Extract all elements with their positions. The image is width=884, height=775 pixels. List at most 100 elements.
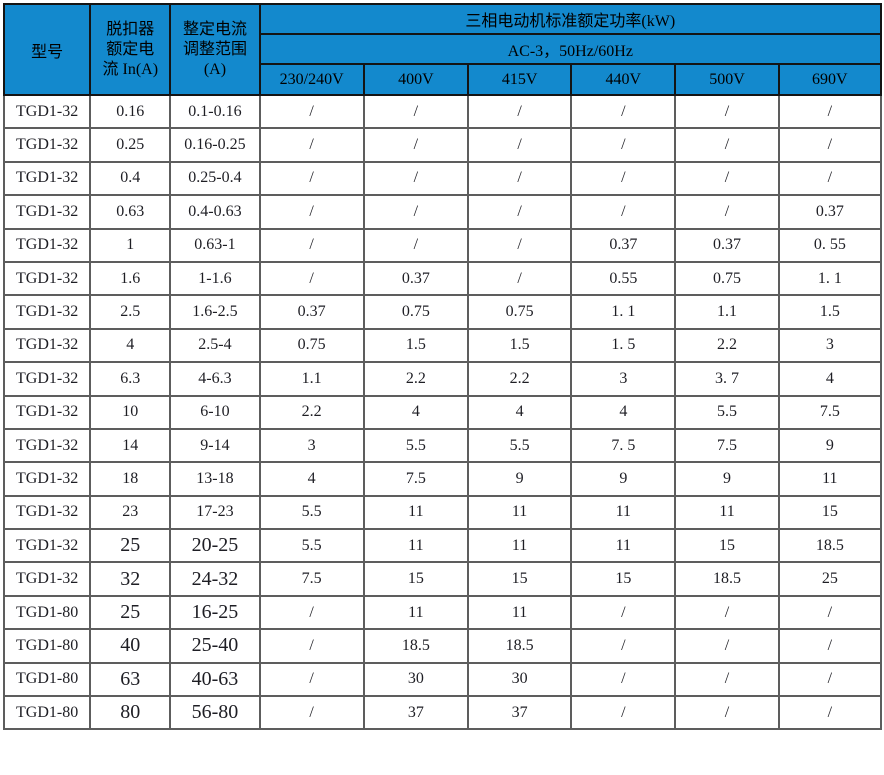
power-690v-cell: 4 bbox=[777, 361, 883, 397]
power-690v-cell: 11 bbox=[777, 461, 883, 497]
power-230-240v-cell: / bbox=[258, 661, 365, 698]
header-voltage-500v: 500V bbox=[674, 63, 780, 96]
range-cell: 6-10 bbox=[169, 394, 261, 430]
power-415v-cell: 11 bbox=[466, 528, 573, 564]
power-440v-cell: 11 bbox=[570, 494, 677, 531]
power-400v-cell: 11 bbox=[362, 494, 469, 531]
model-cell: TGD1-32 bbox=[2, 494, 92, 531]
table-row: TGD1-32 23 17-23 5.5 11 11 11 11 15 bbox=[2, 494, 883, 531]
power-690v-cell: / bbox=[777, 661, 883, 698]
model-cell: TGD1-32 bbox=[2, 394, 92, 430]
header-voltage-230-240v: 230/240V bbox=[258, 63, 365, 96]
range-cell: 0.1-0.16 bbox=[169, 93, 261, 130]
range-cell: 2.5-4 bbox=[169, 327, 261, 364]
table-row: TGD1-32 1 0.63-1///0.37 0.37 0. 55 bbox=[2, 227, 883, 263]
trip-current-cell: 14 bbox=[89, 427, 172, 464]
trip-current-cell: 0.25 bbox=[89, 127, 172, 163]
range-cell: 17-23 bbox=[169, 494, 261, 531]
power-690v-cell: / bbox=[777, 127, 883, 163]
power-400v-cell: 0.37 bbox=[362, 260, 469, 297]
trip-current-cell: 10 bbox=[89, 394, 172, 430]
power-440v-cell: 15 bbox=[570, 561, 677, 597]
power-690v-cell: 25 bbox=[777, 561, 883, 597]
model-cell: TGD1-80 bbox=[2, 628, 92, 664]
power-500v-cell: / bbox=[674, 695, 780, 731]
power-500v-cell: 11 bbox=[674, 494, 780, 531]
range-cell: 0.4-0.63 bbox=[169, 194, 261, 230]
power-400v-cell: 30 bbox=[362, 661, 469, 698]
range-cell: 9-14 bbox=[169, 427, 261, 464]
power-440v-cell: / bbox=[570, 194, 677, 230]
power-400v-cell: / bbox=[362, 194, 469, 230]
range-cell: 0.25-0.4 bbox=[169, 160, 261, 197]
power-415v-cell: / bbox=[466, 127, 573, 163]
model-cell: TGD1-32 bbox=[2, 294, 92, 330]
power-440v-cell: 11 bbox=[570, 528, 677, 564]
power-415v-cell: 11 bbox=[466, 494, 573, 531]
power-500v-cell: / bbox=[674, 127, 780, 163]
power-500v-cell: 9 bbox=[674, 461, 780, 497]
table-row: TGD1-32 4 2.5-4 0.75 1.5 1.5 1. 5 2.2 3 bbox=[2, 327, 883, 364]
power-690v-cell: 3 bbox=[777, 327, 883, 364]
power-415v-cell: 11 bbox=[466, 594, 573, 631]
power-690v-cell: / bbox=[777, 695, 883, 731]
table-row: TGD1-32 0.63 0.4-0.63// / //0.37 bbox=[2, 194, 883, 230]
power-400v-cell: 11 bbox=[362, 594, 469, 631]
power-415v-cell: / bbox=[466, 194, 573, 230]
range-cell: 1-1.6 bbox=[169, 260, 261, 297]
power-440v-cell: / bbox=[570, 628, 677, 664]
power-500v-cell: 5.5 bbox=[674, 394, 780, 430]
power-690v-cell: / bbox=[777, 93, 883, 130]
trip-current-cell: 0.16 bbox=[89, 93, 172, 130]
trip-current-cell: 0.4 bbox=[89, 160, 172, 197]
model-cell: TGD1-32 bbox=[2, 260, 92, 297]
header-voltage-440v: 440V bbox=[570, 63, 677, 96]
range-cell: 25-40 bbox=[169, 628, 261, 664]
range-cell: 56-80 bbox=[169, 695, 261, 731]
trip-current-cell: 1.6 bbox=[89, 260, 172, 297]
power-400v-cell: 1.5 bbox=[362, 327, 469, 364]
power-230-240v-cell: 4 bbox=[258, 461, 365, 497]
power-415v-cell: 4 bbox=[466, 394, 573, 430]
power-690v-cell: 15 bbox=[777, 494, 883, 531]
trip-current-cell: 32 bbox=[89, 561, 172, 597]
range-cell: 40-63 bbox=[169, 661, 261, 698]
power-415v-cell: 0.75 bbox=[466, 294, 573, 330]
power-415v-cell: 5.5 bbox=[466, 427, 573, 464]
power-690v-cell: / bbox=[777, 628, 883, 664]
range-cell: 13-18 bbox=[169, 461, 261, 497]
power-230-240v-cell: 2.2 bbox=[258, 394, 365, 430]
power-400v-cell: 4 bbox=[362, 394, 469, 430]
table-body: TGD1-32 0.16 0.1-0.16// / / / / TGD1-32 0.25 0.16… bbox=[2, 93, 883, 731]
trip-current-cell: 63 bbox=[89, 661, 172, 698]
power-415v-cell: / bbox=[466, 260, 573, 297]
power-415v-cell: / bbox=[466, 227, 573, 263]
power-400v-cell: / bbox=[362, 227, 469, 263]
power-500v-cell: / bbox=[674, 661, 780, 698]
model-cell: TGD1-32 bbox=[2, 561, 92, 597]
power-230-240v-cell: / bbox=[258, 93, 365, 130]
power-230-240v-cell: 3 bbox=[258, 427, 365, 464]
trip-current-cell: 4 bbox=[89, 327, 172, 364]
model-cell: TGD1-80 bbox=[2, 695, 92, 731]
table-header: 型号 脱扣器 额定电 流 In(A) 整定电流 调整范围 (A) 三相电动机标准… bbox=[2, 3, 883, 96]
power-415v-cell: 30 bbox=[466, 661, 573, 698]
table-row: TGD1-32 14 9-14 3 5.5 5.5 7. 5 7.5 9 bbox=[2, 427, 883, 464]
range-cell: 0.63-1 bbox=[169, 227, 261, 263]
power-400v-cell: 18.5 bbox=[362, 628, 469, 664]
power-440v-cell: 9 bbox=[570, 461, 677, 497]
power-500v-cell: / bbox=[674, 93, 780, 130]
power-400v-cell: 11 bbox=[362, 528, 469, 564]
table-row: TGD1-80 63 40-63/30 30// / bbox=[2, 661, 883, 698]
trip-current-cell: 23 bbox=[89, 494, 172, 531]
power-400v-cell: 37 bbox=[362, 695, 469, 731]
range-cell: 24-32 bbox=[169, 561, 261, 597]
power-400v-cell: / bbox=[362, 127, 469, 163]
model-cell: TGD1-32 bbox=[2, 461, 92, 497]
power-230-240v-cell: / bbox=[258, 160, 365, 197]
power-415v-cell: 37 bbox=[466, 695, 573, 731]
power-690v-cell: 18.5 bbox=[777, 528, 883, 564]
power-500v-cell: 0.37 bbox=[674, 227, 780, 263]
power-415v-cell: 9 bbox=[466, 461, 573, 497]
